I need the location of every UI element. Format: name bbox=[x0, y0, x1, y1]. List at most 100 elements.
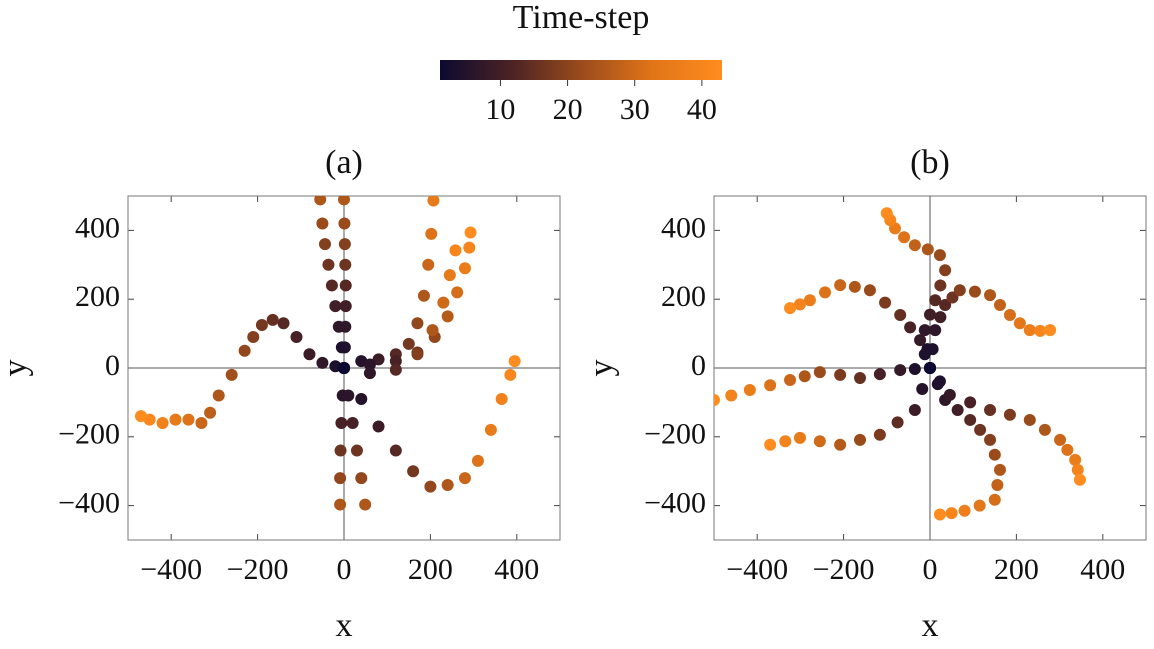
colorbar-tick-label: 10 bbox=[485, 93, 515, 126]
point bbox=[334, 472, 347, 485]
point bbox=[958, 504, 971, 517]
point bbox=[427, 196, 440, 207]
point bbox=[1003, 309, 1016, 322]
point bbox=[425, 227, 438, 240]
point bbox=[933, 375, 946, 388]
point bbox=[803, 294, 816, 307]
point bbox=[247, 331, 260, 344]
point bbox=[764, 438, 777, 451]
point bbox=[338, 196, 350, 206]
point bbox=[819, 286, 832, 299]
y-tick-label: −200 bbox=[644, 418, 706, 451]
point bbox=[204, 406, 217, 419]
point bbox=[339, 258, 352, 271]
point bbox=[411, 348, 424, 361]
point bbox=[407, 465, 420, 478]
point bbox=[918, 324, 931, 337]
point bbox=[195, 417, 208, 430]
point bbox=[908, 403, 921, 416]
point bbox=[894, 309, 907, 322]
point bbox=[848, 280, 861, 293]
point bbox=[359, 498, 372, 511]
point bbox=[334, 444, 347, 457]
point bbox=[451, 286, 464, 299]
point bbox=[873, 368, 886, 381]
x-tick-label: 0 bbox=[337, 553, 352, 586]
point bbox=[993, 299, 1006, 312]
x-axis-label: x bbox=[922, 607, 939, 644]
point bbox=[318, 238, 331, 251]
x-tick-label: 0 bbox=[923, 553, 938, 586]
point bbox=[338, 362, 350, 374]
colorbar-tick-label: 40 bbox=[687, 93, 717, 126]
point bbox=[471, 454, 484, 467]
point bbox=[894, 364, 907, 377]
colorbar-title: Time-step bbox=[513, 0, 650, 36]
point bbox=[363, 358, 376, 371]
point bbox=[1023, 413, 1036, 426]
point bbox=[798, 370, 811, 383]
point bbox=[921, 243, 934, 256]
point bbox=[1073, 473, 1086, 486]
point bbox=[991, 478, 1004, 491]
x-tick-label: 200 bbox=[994, 553, 1039, 586]
point bbox=[973, 499, 986, 512]
point bbox=[908, 363, 921, 376]
point bbox=[714, 393, 720, 406]
point bbox=[863, 284, 876, 297]
point bbox=[934, 279, 947, 292]
point bbox=[225, 368, 238, 381]
point bbox=[339, 300, 352, 313]
point bbox=[953, 284, 966, 297]
point bbox=[212, 389, 225, 402]
y-tick-label: 200 bbox=[661, 280, 706, 313]
point bbox=[303, 348, 316, 361]
x-axis-label: x bbox=[336, 607, 353, 644]
point bbox=[334, 498, 347, 511]
point bbox=[813, 435, 826, 448]
point bbox=[316, 217, 329, 230]
x-tick-label: −400 bbox=[140, 553, 202, 586]
point bbox=[1003, 408, 1016, 421]
point bbox=[946, 291, 959, 304]
point bbox=[338, 238, 351, 251]
point bbox=[854, 433, 867, 446]
point bbox=[350, 444, 363, 457]
point bbox=[463, 241, 476, 254]
point bbox=[834, 279, 847, 292]
point bbox=[156, 417, 169, 430]
point bbox=[372, 420, 385, 433]
point bbox=[880, 207, 893, 220]
point bbox=[1038, 423, 1051, 436]
point bbox=[495, 392, 508, 405]
points bbox=[714, 207, 1086, 521]
point bbox=[984, 433, 997, 446]
point bbox=[929, 294, 942, 307]
point bbox=[1069, 453, 1082, 466]
colorbar-tick-label: 20 bbox=[553, 93, 583, 126]
point bbox=[914, 334, 927, 347]
point bbox=[854, 371, 867, 384]
y-tick-label: 0 bbox=[691, 349, 706, 382]
colorbar bbox=[440, 60, 722, 80]
point bbox=[389, 363, 402, 376]
y-axis-label: y bbox=[0, 360, 34, 377]
point bbox=[834, 368, 847, 381]
point bbox=[335, 417, 348, 430]
point bbox=[1013, 317, 1026, 330]
point bbox=[134, 410, 147, 423]
x-tick-label: 200 bbox=[408, 553, 453, 586]
point bbox=[939, 264, 952, 277]
point bbox=[834, 438, 847, 451]
point bbox=[924, 308, 936, 321]
point bbox=[417, 289, 430, 302]
point bbox=[984, 289, 997, 302]
x-tick-label: −200 bbox=[813, 553, 875, 586]
point bbox=[329, 300, 342, 313]
point bbox=[325, 279, 338, 292]
point bbox=[402, 337, 415, 350]
point bbox=[904, 321, 917, 334]
point bbox=[508, 355, 521, 368]
point bbox=[933, 249, 946, 262]
